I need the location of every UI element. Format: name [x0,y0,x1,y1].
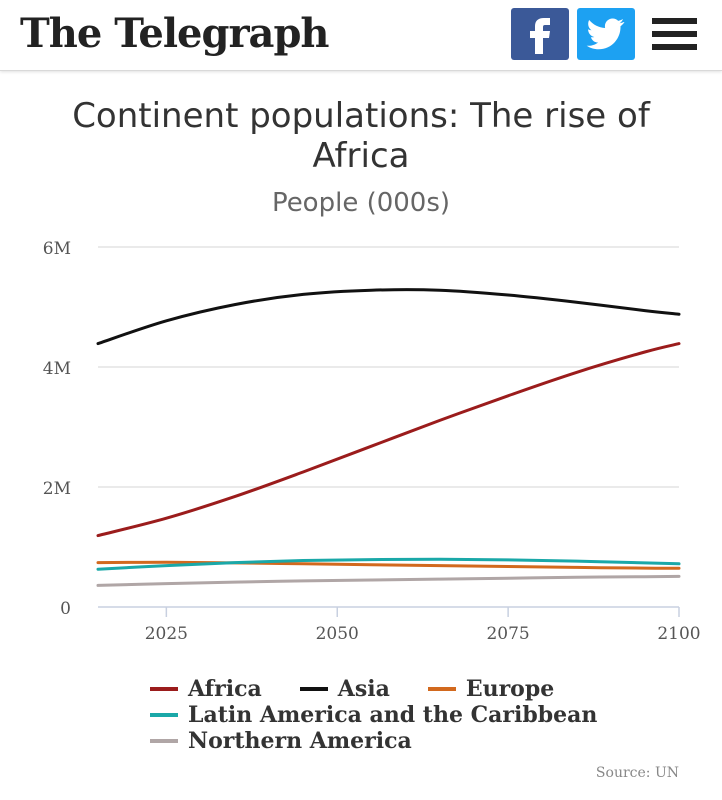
site-header: The Telegraph [0,0,722,71]
x-tick-label: 2050 [316,624,359,644]
menu-bar [652,18,697,24]
menu-bar [652,44,697,50]
y-tick-label: 4M [43,359,71,379]
y-tick-label: 2M [43,479,71,499]
series-line-asia [96,288,681,346]
chart-legend: Africa Asia Europe Latin America and the… [150,676,670,754]
twitter-icon [586,18,625,50]
y-tick-label: 0 [60,599,71,619]
legend-swatch [150,687,178,691]
legend-label: Latin America and the Caribbean [188,702,598,728]
twitter-share-button[interactable] [577,8,635,60]
legend-label: Europe [465,676,555,702]
legend-row: Latin America and the Caribbean [150,702,670,728]
facebook-icon [530,18,550,54]
x-tick-label: 2025 [145,624,188,644]
legend-label: Asia [337,676,390,702]
legend-label: Africa [188,676,262,702]
x-tick-label: 2100 [657,624,700,644]
legend-swatch [150,713,178,717]
hamburger-menu-icon[interactable] [652,18,697,50]
legend-swatch [427,687,456,691]
chart-subtitle: People (000s) [271,188,451,218]
legend-swatch [299,687,328,691]
legend-item-europe[interactable]: Europe [427,676,555,702]
legend-row: Africa Asia Europe [150,676,670,702]
legend-item-asia[interactable]: Asia [299,676,390,702]
legend-item-northern-america[interactable]: Northern America [150,728,412,754]
y-tick-label: 6M [43,239,71,259]
legend-swatch [150,739,178,743]
series-line-europe [96,560,681,570]
legend-label: Northern America [188,728,412,754]
site-logo[interactable]: The Telegraph [20,10,330,57]
series-line-northern-america [96,574,681,587]
legend-item-africa[interactable]: Africa [150,676,262,702]
series-line-africa [96,342,681,538]
legend-item-latin-america[interactable]: Latin America and the Caribbean [150,702,597,728]
menu-bar [652,31,697,37]
series-line-latin-america-and-the-caribbean [96,557,681,571]
legend-row: Northern America [150,728,670,754]
x-tick-label: 2075 [486,624,529,644]
chart-title: Continent populations: The rise of Afric… [72,96,650,176]
facebook-share-button[interactable] [511,8,569,60]
source-credit: Source: UN [595,765,679,781]
